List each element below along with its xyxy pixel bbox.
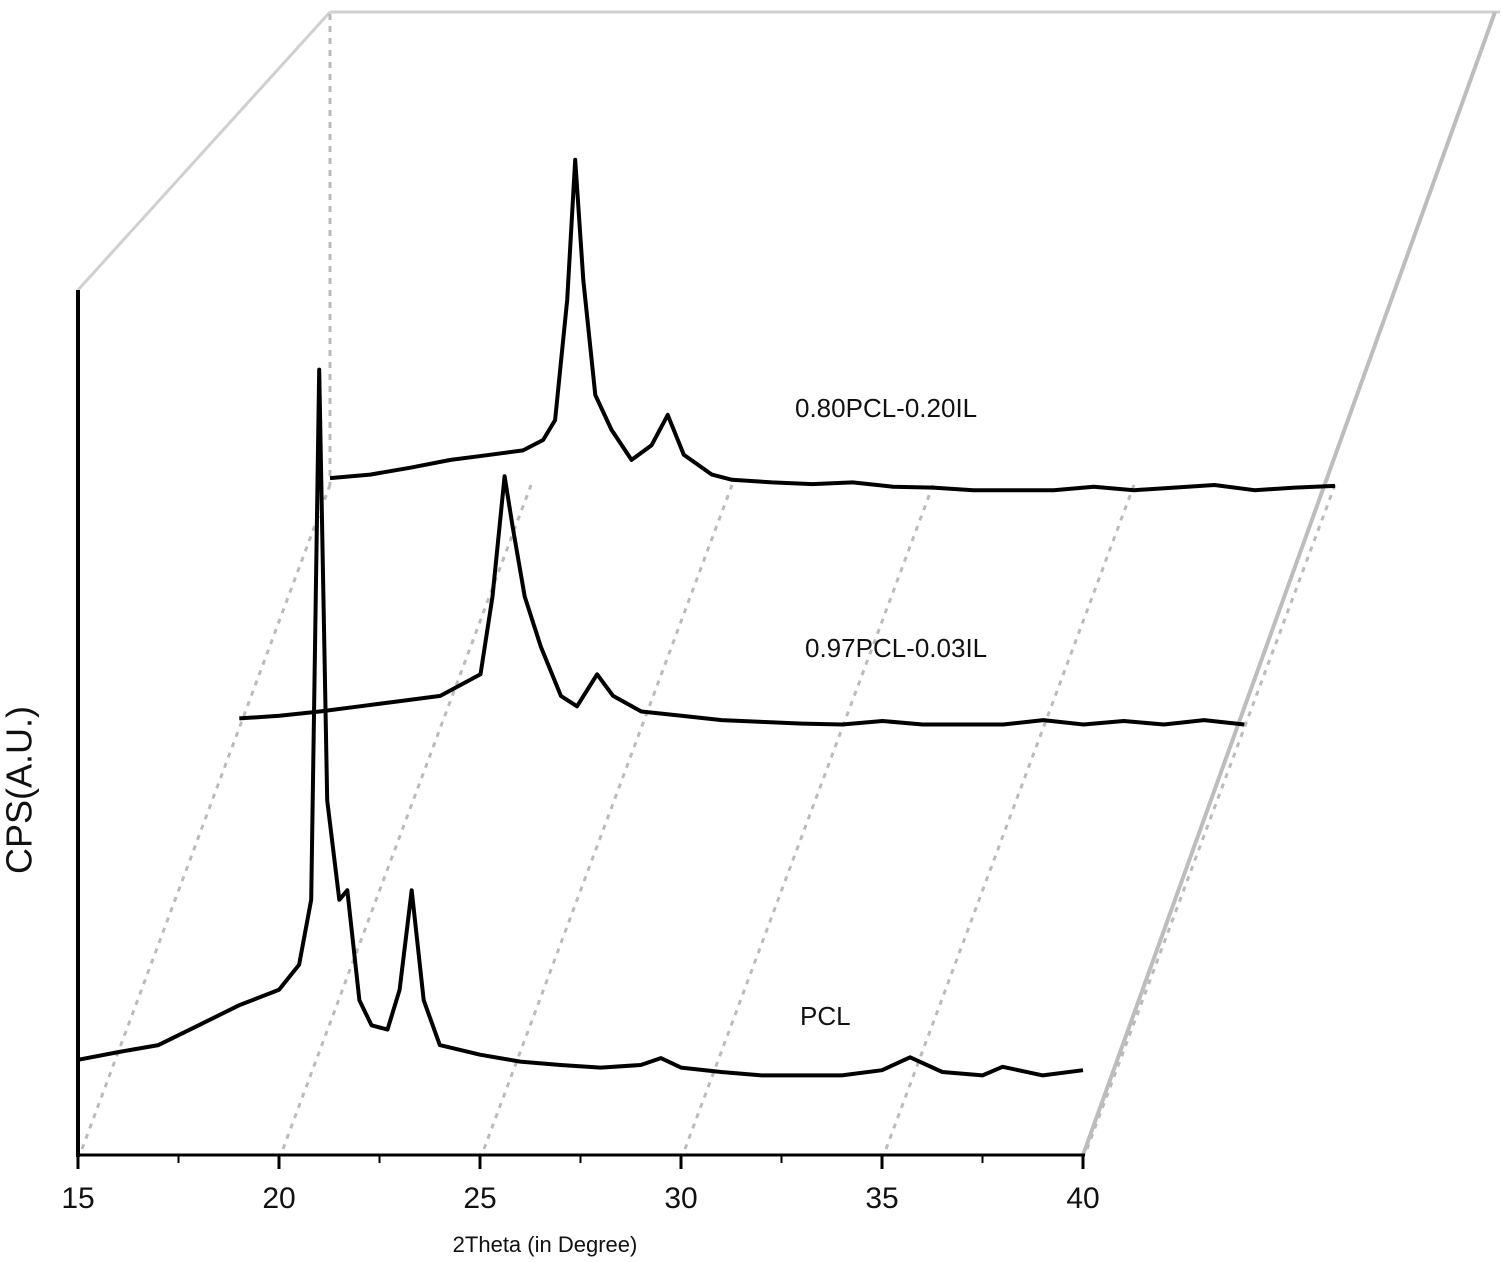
depth-grid-line <box>884 484 1136 1150</box>
x-tick-label: 20 <box>262 1182 295 1215</box>
xrd-trace <box>77 367 1084 1078</box>
x-tick-label: 35 <box>865 1182 898 1215</box>
frame-edge <box>76 10 332 292</box>
frame-edge <box>1081 11 1497 1156</box>
depth-grid-line <box>482 484 734 1150</box>
y-axis-label: CPS(A.U.) <box>0 706 40 874</box>
x-tick-label: 40 <box>1066 1182 1099 1215</box>
series-label: 0.80PCL-0.20IL <box>795 393 977 423</box>
xrd-trace <box>239 474 1245 727</box>
series-label: 0.97PCL-0.03IL <box>805 633 987 663</box>
depth-grid-line <box>80 484 332 1150</box>
xrd-trace <box>329 157 1336 493</box>
depth-grid-line <box>683 484 935 1150</box>
frame <box>76 10 1500 1157</box>
x-tick-label: 30 <box>664 1182 697 1215</box>
series-label: PCL <box>800 1001 851 1031</box>
x-tick-label: 25 <box>463 1182 496 1215</box>
x-axis-label: 2Theta (in Degree) <box>453 1232 638 1257</box>
depth-grid-line <box>281 484 533 1150</box>
x-tick-label: 15 <box>61 1182 94 1215</box>
depth-grid-line <box>1085 484 1337 1150</box>
